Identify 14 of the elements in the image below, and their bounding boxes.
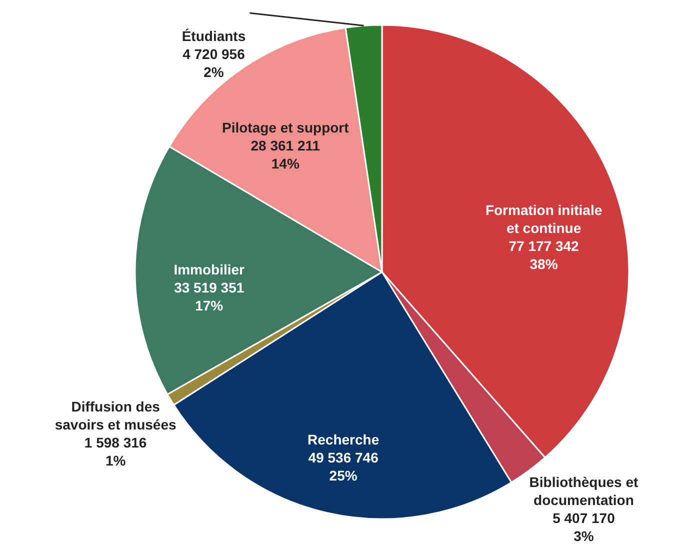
data-label: 1 598 316 1%	[84, 434, 147, 468]
slice-label: Formation initiale et continue	[485, 202, 602, 236]
slice-label: Diffusion des savoirs et musées	[54, 398, 176, 432]
data-label: 28 361 211 14%	[250, 138, 320, 172]
data-label: 5 407 170 3%	[552, 510, 616, 544]
data-label: 49 536 746 25%	[308, 450, 379, 484]
slice-label: Bibliothèques et documentation	[529, 474, 639, 508]
slice-label: Pilotage et support	[222, 120, 350, 136]
data-label: 77 177 342 38%	[508, 238, 580, 272]
data-label: 4 720 956 2%	[182, 46, 246, 80]
slice-label: Immobilier	[174, 262, 246, 278]
data-label: 33 519 351 17%	[174, 280, 244, 314]
slice-label: Étudiants	[182, 28, 246, 44]
slice-label: Recherche	[308, 432, 380, 448]
